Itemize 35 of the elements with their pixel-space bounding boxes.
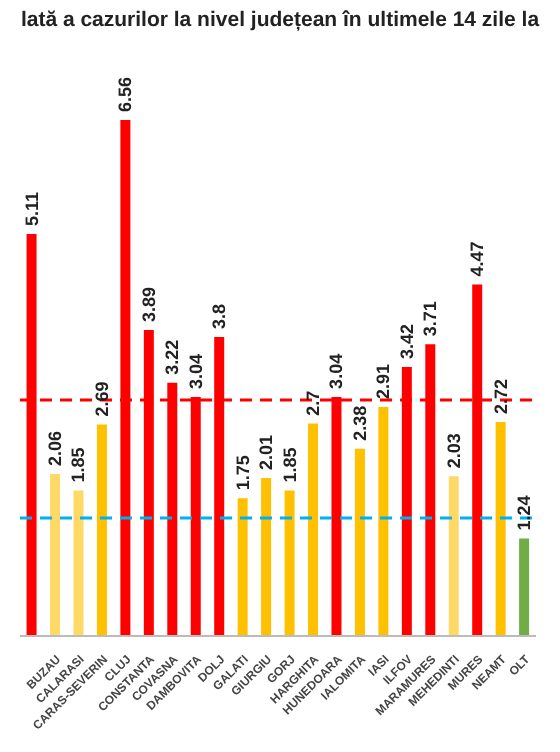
data-label: 3.71 (420, 301, 441, 337)
data-label: 2.91 (373, 364, 394, 400)
data-label: 2.69 (91, 381, 112, 417)
bar (50, 473, 61, 636)
data-label: 4.47 (467, 241, 488, 277)
bar (308, 423, 319, 636)
data-label: 3.22 (162, 339, 183, 375)
chart-title: lată a cazurilor la nivel județean în ultimele 14 zile la (18, 8, 542, 32)
data-label: 2.38 (349, 405, 370, 441)
bar (378, 407, 389, 636)
bar (261, 477, 272, 636)
data-label: 1.24 (514, 495, 535, 531)
bar (284, 490, 295, 636)
bar (237, 498, 248, 636)
data-label: 3.89 (138, 286, 159, 323)
data-label: 3.42 (396, 323, 417, 359)
bar (354, 448, 365, 636)
bar (448, 476, 459, 636)
data-label: 3.04 (185, 353, 206, 389)
data-label: 2.7 (303, 390, 324, 416)
data-label: 2.03 (443, 433, 464, 469)
data-label: 1.75 (232, 455, 253, 491)
bar (495, 422, 506, 636)
data-label: 5.11 (21, 191, 42, 227)
bar (96, 424, 107, 636)
bar (519, 538, 530, 636)
data-label: 3.04 (326, 353, 347, 389)
data-label: 3.8 (209, 304, 230, 330)
data-label: 2.01 (256, 434, 277, 470)
data-label: 6.56 (115, 76, 136, 112)
bar (73, 490, 84, 636)
data-label: 2.06 (45, 430, 66, 466)
data-label: 1.85 (279, 447, 300, 483)
data-label: 1.85 (68, 447, 89, 483)
data-label: 2.72 (490, 378, 511, 415)
